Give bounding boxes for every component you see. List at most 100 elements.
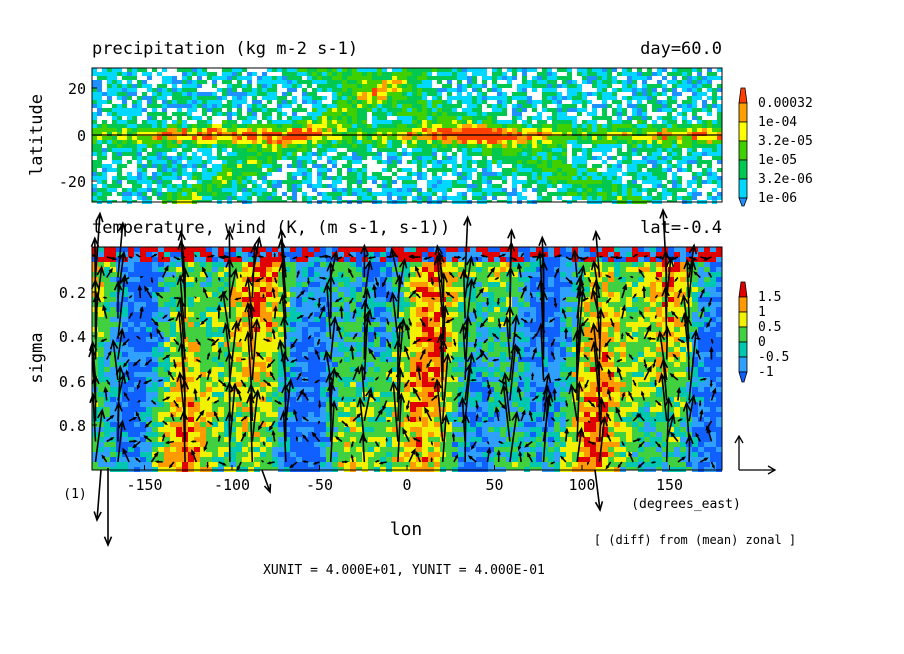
temp-cell	[668, 332, 674, 337]
precip-cell	[242, 80, 247, 84]
temp-cell	[614, 317, 620, 322]
temp-cell	[626, 267, 632, 272]
temp-cell	[536, 312, 542, 317]
temp-cell	[128, 337, 134, 342]
precip-cell	[467, 76, 472, 80]
precip-cell	[662, 164, 667, 168]
precip-cell	[197, 112, 202, 116]
temp-cell	[248, 327, 254, 332]
precip-cell	[322, 136, 327, 140]
precip-cell	[267, 92, 272, 96]
precip-cell	[407, 108, 412, 112]
temp-cell	[422, 252, 428, 257]
temp-cell	[368, 272, 374, 277]
precip-cell	[597, 180, 602, 184]
precip-cell	[307, 108, 312, 112]
temp-cell	[662, 262, 668, 267]
precip-cell	[342, 124, 347, 128]
precip-cell	[717, 196, 722, 200]
precip-cell	[392, 188, 397, 192]
precip-cell	[447, 116, 452, 120]
precip-cell	[242, 128, 247, 132]
precip-cell	[177, 128, 182, 132]
precip-cell	[212, 148, 217, 152]
precip-cell	[257, 100, 262, 104]
precip-cell	[652, 180, 657, 184]
precip-cell	[317, 124, 322, 128]
temp-cell	[212, 267, 218, 272]
temp-cell	[428, 257, 434, 262]
temp-cell	[416, 347, 422, 352]
temp-cell	[578, 367, 584, 372]
temp-cell	[140, 347, 146, 352]
precip-ytick-0: 0	[77, 127, 86, 145]
precip-cell	[282, 104, 287, 108]
precip-cell	[257, 160, 262, 164]
precip-cell	[522, 188, 527, 192]
precip-cell	[557, 140, 562, 144]
temp-cell	[470, 317, 476, 322]
precip-cell	[357, 68, 362, 72]
precip-cell	[622, 148, 627, 152]
precip-cell	[307, 104, 312, 108]
precip-cell	[567, 180, 572, 184]
precip-cell	[472, 164, 477, 168]
temp-cell	[560, 247, 566, 252]
precip-cell	[157, 80, 162, 84]
temp-cell	[566, 302, 572, 307]
temp-cell	[638, 252, 644, 257]
precip-cell	[467, 120, 472, 124]
precip-cell	[587, 164, 592, 168]
precip-cell	[327, 172, 332, 176]
temp-cell	[236, 357, 242, 362]
precip-cell	[262, 80, 267, 84]
temp-cell	[98, 372, 104, 377]
precip-cell	[312, 184, 317, 188]
precip-cell	[142, 108, 147, 112]
temp-cell	[680, 262, 686, 267]
precip-cell	[432, 96, 437, 100]
precip-cell	[572, 168, 577, 172]
temp-cell	[632, 262, 638, 267]
precip-cell	[182, 132, 187, 136]
precip-cell	[572, 124, 577, 128]
precip-cell	[662, 92, 667, 96]
temp-cell	[338, 257, 344, 262]
precip-cell	[202, 84, 207, 88]
temp-cell	[590, 257, 596, 262]
precip-cell	[187, 136, 192, 140]
temp-cell	[566, 342, 572, 347]
precip-cell	[137, 172, 142, 176]
temp-cell	[434, 367, 440, 372]
temp-cell	[308, 342, 314, 347]
temp-cell	[638, 317, 644, 322]
precip-cell	[517, 192, 522, 196]
precip-cell	[477, 84, 482, 88]
precip-cell	[537, 136, 542, 140]
precip-cell	[267, 116, 272, 120]
precip-cell	[192, 120, 197, 124]
precip-cell	[427, 140, 432, 144]
precip-cell	[137, 72, 142, 76]
temp-cell	[566, 327, 572, 332]
precip-cell	[472, 156, 477, 160]
precip-cell	[562, 88, 567, 92]
precip-cell	[432, 132, 437, 136]
precip-cell	[422, 96, 427, 100]
precip-cell	[507, 80, 512, 84]
precip-cell	[717, 104, 722, 108]
temp-cell	[344, 282, 350, 287]
precip-cell	[417, 184, 422, 188]
temp-cell	[710, 337, 716, 342]
precip-cell	[567, 176, 572, 180]
precip-cell	[462, 76, 467, 80]
temp-cell	[698, 367, 704, 372]
precip-cell	[527, 96, 532, 100]
precip-cell	[632, 108, 637, 112]
precip-cell	[507, 72, 512, 76]
temp-cell	[98, 297, 104, 302]
precip-cbar-box	[738, 102, 748, 123]
temp-cell	[302, 297, 308, 302]
precip-cell	[507, 152, 512, 156]
precip-cell	[467, 80, 472, 84]
